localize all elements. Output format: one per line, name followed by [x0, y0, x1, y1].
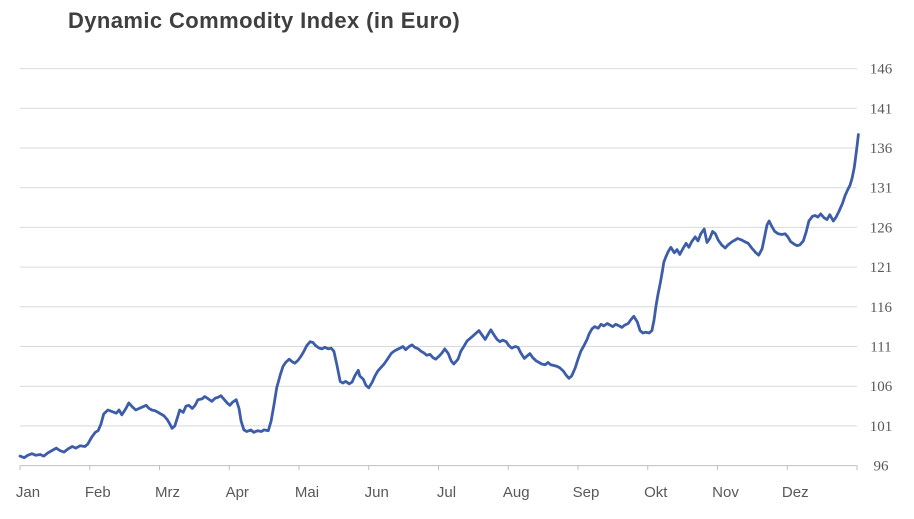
x-axis — [19, 465, 858, 471]
x-tick-label-jul: Jul — [437, 484, 456, 501]
x-tick-label-sep: Sep — [573, 484, 600, 501]
series-line — [18, 133, 860, 460]
y-tick-label: 101 — [870, 419, 893, 435]
y-tick-label: 96 — [874, 459, 890, 475]
y-tick-label: 131 — [870, 181, 893, 197]
y-tick-label: 126 — [870, 220, 893, 236]
x-tick-label-dez: Dez — [782, 484, 809, 501]
y-tick-label: 146 — [870, 62, 893, 78]
chart-title: Dynamic Commodity Index (in Euro) — [68, 8, 461, 33]
x-tick-label-jan: Jan — [16, 484, 40, 501]
x-tick-label-aug: Aug — [503, 484, 530, 501]
gridlines — [20, 68, 857, 427]
y-tick-label: 106 — [870, 379, 893, 395]
x-tick-label-apr: Apr — [226, 484, 249, 501]
x-tick-label-mrz: Mrz — [155, 484, 180, 501]
y-tick-label: 116 — [870, 300, 892, 316]
y-tick-label: 121 — [870, 260, 893, 276]
y-axis-labels: 96 101 106 111 116 121 126 131 136 141 146 — [870, 62, 893, 475]
y-tick-label: 111 — [870, 340, 891, 356]
x-axis-labels: Jan Feb Mrz Apr Mai Jun Jul Aug Sep Okt Nov Dez — [16, 484, 809, 501]
x-tick-label-mai: Mai — [295, 484, 319, 501]
y-tick-label: 141 — [870, 101, 893, 117]
x-tick-label-nov: Nov — [712, 484, 739, 501]
x-tick-label-jun: Jun — [365, 484, 389, 501]
index-line-series — [18, 133, 860, 460]
x-tick-label-feb: Feb — [85, 484, 111, 501]
x-tick-label-okt: Okt — [644, 484, 668, 501]
y-tick-label: 136 — [870, 141, 893, 157]
